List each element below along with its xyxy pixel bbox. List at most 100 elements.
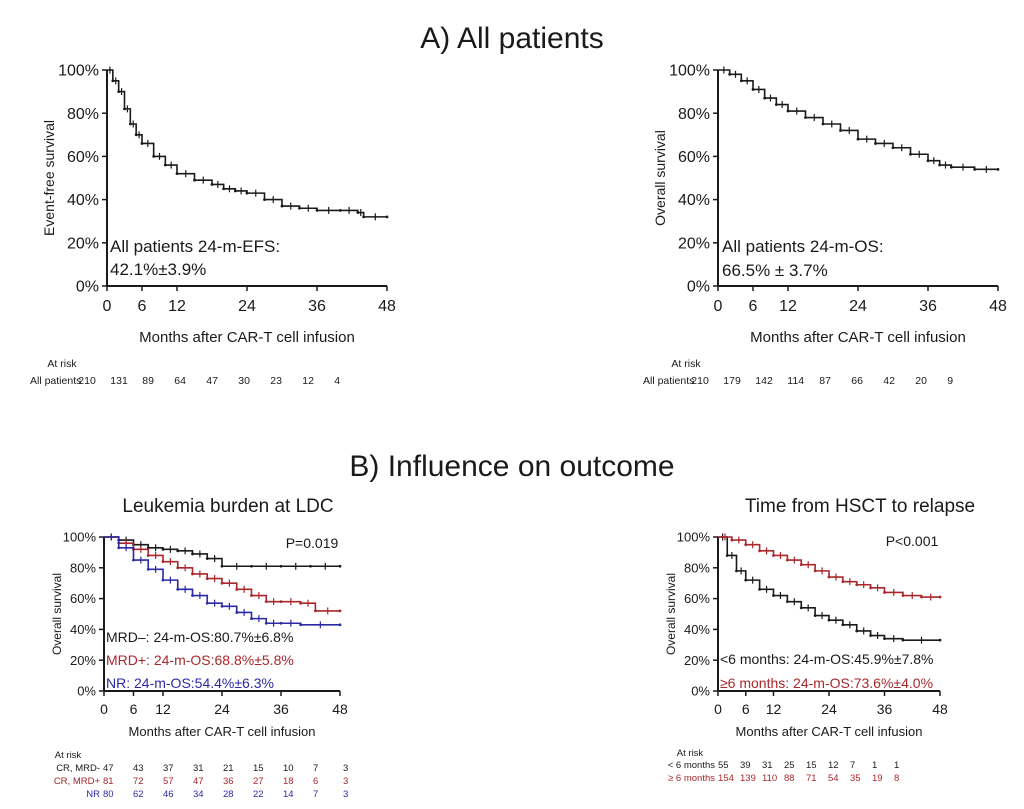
ldc-series-1-point — [299, 601, 303, 605]
efs-at-risk-value: 30 — [238, 375, 250, 387]
hsct-at-risk-value: 7 — [850, 760, 855, 771]
ldc-at-risk-value: 57 — [163, 776, 174, 787]
ldc-series-2-curve — [104, 536, 340, 626]
ldc-series-2-point — [250, 617, 253, 621]
hsct-at-risk-header: At risk — [677, 748, 704, 759]
hsct-series-0-point — [855, 629, 859, 633]
ldc-series-2-point — [117, 546, 121, 550]
hsct-series-0-point — [841, 623, 845, 627]
ldc-at-risk-value: 15 — [253, 763, 264, 774]
ldc-at-risk-value: 6 — [313, 776, 318, 787]
ldc-series-0-point — [191, 552, 194, 556]
ldc-at-risk-label: NR — [86, 789, 100, 800]
ldc-series-1-point — [250, 594, 253, 597]
ldc-series-0-point — [205, 557, 209, 560]
efs-at-risk-value: 210 — [78, 375, 96, 387]
os-x-axis-label: Months after CAR-T cell infusion — [750, 329, 966, 346]
ldc-x-tick-label: 6 — [130, 701, 138, 717]
efs-y-tick-label: 20% — [67, 235, 99, 252]
ldc-at-risk-value: 47 — [103, 763, 114, 774]
hsct-y-tick-label: 100% — [677, 530, 711, 545]
hsct-at-risk-value: 25 — [784, 760, 795, 771]
hsct-at-risk-value: 139 — [740, 773, 756, 784]
ldc-y-axis-label: Overall survival — [50, 573, 64, 655]
ldc-x-tick-label: 48 — [332, 701, 348, 717]
efs-series-0-point — [280, 204, 284, 208]
hsct-series-0-point — [827, 618, 831, 622]
hsct-series-0-point — [772, 594, 775, 597]
ldc-annotation: NR: 24-m-OS:54.4%±6.3% — [106, 675, 274, 691]
hsct-series-0-point — [869, 634, 873, 637]
ldc-at-risk-value: 3 — [343, 789, 348, 800]
hsct-series-1-point — [883, 591, 886, 594]
hsct-series-1-point — [799, 563, 803, 567]
efs-series-0-point — [362, 215, 366, 219]
efs-y-tick-label: 0% — [76, 279, 99, 296]
hsct-p-value: P<0.001 — [886, 533, 939, 549]
ldc-subtitle: Leukemia burden at LDC — [122, 496, 333, 517]
hsct-y-tick-label: 80% — [684, 560, 710, 575]
os-series-0-point — [774, 103, 778, 106]
hsct-x-tick-label: 0 — [714, 701, 722, 717]
hsct-at-risk-value: 31 — [762, 760, 773, 771]
hsct-series-0-curve — [718, 536, 940, 641]
os-series-0-point — [821, 122, 825, 126]
ldc-series-0-point — [146, 546, 150, 550]
ldc-p-value: P=0.019 — [286, 535, 339, 551]
os-at-risk-header: At risk — [671, 358, 701, 370]
efs-x-tick-label: 48 — [378, 298, 396, 315]
efs-x-axis-label: Months after CAR-T cell infusion — [139, 329, 355, 346]
os-x-tick-label: 6 — [749, 298, 758, 315]
ldc-y-tick-label: 0% — [77, 684, 96, 699]
hsct-series-0-point — [938, 638, 942, 642]
hsct-at-risk-value: 39 — [740, 760, 751, 771]
ldc-at-risk-value: 22 — [253, 789, 264, 800]
ldc-series-1-point — [264, 600, 268, 604]
os-series-0-point — [786, 109, 790, 113]
efs-series-0-point — [152, 155, 156, 158]
os-at-risk-value: 66 — [851, 375, 863, 387]
os-at-risk-value: 114 — [787, 375, 804, 387]
hsct-series-1-point — [758, 549, 762, 553]
os-at-risk-value: 42 — [883, 375, 895, 387]
os-series-0-point — [739, 79, 743, 83]
efs-at-risk-value: 4 — [334, 375, 340, 387]
hsct-series-0-point — [744, 578, 748, 582]
ldc-series-1-point — [205, 577, 209, 580]
os-y-tick-label: 0% — [687, 279, 710, 296]
efs-y-tick-label: 60% — [67, 149, 99, 166]
os-y-tick-label: 60% — [678, 149, 710, 166]
hsct-x-tick-label: 36 — [877, 701, 893, 717]
hsct-at-risk-value: 1 — [872, 760, 877, 771]
efs-annotation: All patients 24-m-EFS: — [110, 237, 280, 256]
ldc-series-2-point — [264, 621, 268, 625]
ldc-series-1-point — [235, 587, 239, 591]
ldc-annotation: MRD+: 24-m-OS:68.8%±5.8% — [106, 652, 294, 668]
ldc-series-2-point — [191, 594, 194, 597]
os-annotation: All patients 24-m-OS: — [722, 237, 884, 256]
ldc-x-tick-label: 36 — [273, 701, 289, 717]
os-series-0-point — [804, 116, 807, 119]
ldc-series-0-point — [250, 564, 253, 568]
efs-at-risk-value: 23 — [270, 375, 282, 387]
panel-hsct: 0% 20% 40% 60% 80% 100% 0 6 12 24 36 48 Months after… — [664, 496, 975, 784]
efs-y-tick-label: 40% — [67, 192, 99, 209]
ldc-at-risk-value: 7 — [313, 789, 318, 800]
ldc-x-tick-label: 0 — [100, 701, 108, 717]
efs-series-0-point — [175, 172, 179, 176]
efs-x-tick-label: 36 — [308, 298, 326, 315]
hsct-at-risk-value: 15 — [806, 760, 817, 771]
ldc-y-tick-label: 80% — [70, 560, 96, 575]
os-at-risk-value: 142 — [755, 375, 773, 387]
os-y-tick-label: 20% — [678, 235, 710, 252]
efs-series-0-point — [233, 189, 237, 193]
ldc-at-risk-value: 36 — [223, 776, 234, 787]
ldc-at-risk-value: 80 — [103, 789, 114, 800]
hsct-at-risk-value: 35 — [850, 773, 861, 784]
hsct-series-0-point — [758, 587, 762, 591]
ldc-series-1-point — [176, 566, 180, 570]
ldc-series-1-point — [146, 554, 150, 557]
os-series-0-point — [728, 72, 732, 76]
ldc-at-risk-value: 27 — [253, 776, 264, 787]
